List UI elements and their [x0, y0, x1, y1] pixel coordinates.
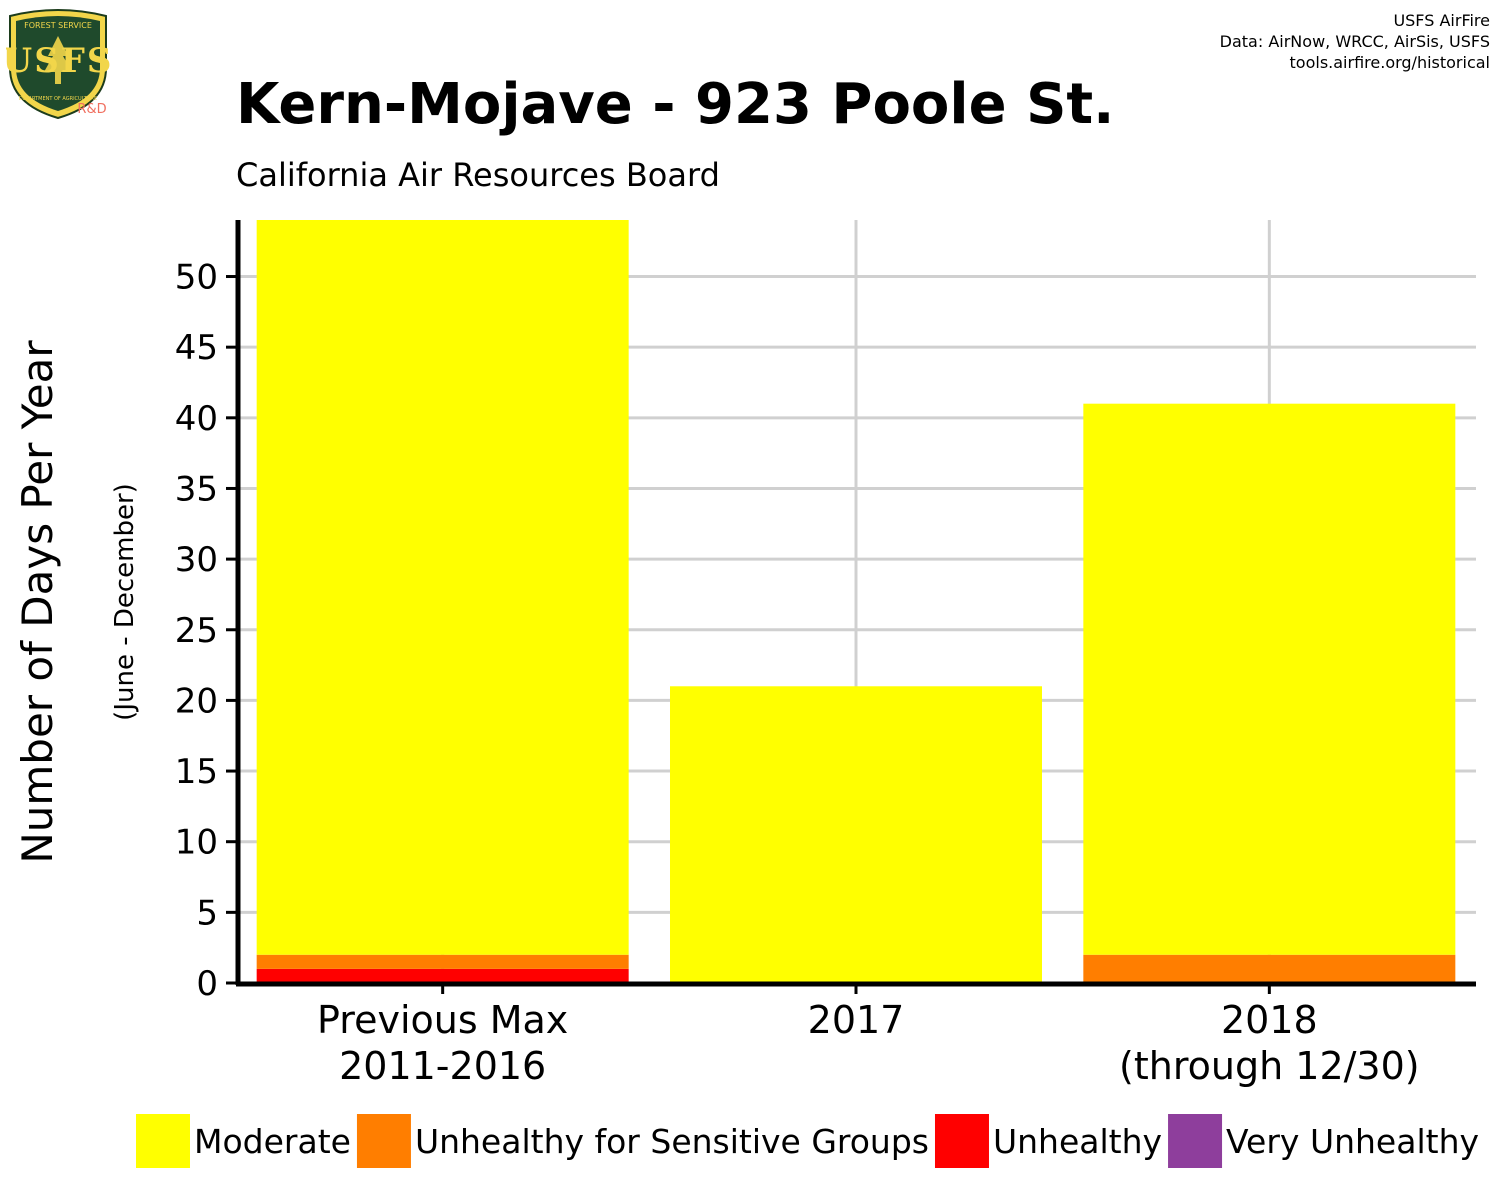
y-tick-label: 20: [175, 681, 218, 721]
credits: USFS AirFire Data: AirNow, WRCC, AirSis,…: [1220, 10, 1490, 73]
usfs-shield-logo: FOREST SERVICE USFS DEPARTMENT OF AGRICU…: [6, 9, 110, 120]
x-tick-label: 2011-2016: [339, 1044, 546, 1088]
legend-label-moderate: Moderate: [194, 1122, 351, 1161]
x-tick-label: Previous Max: [317, 998, 568, 1042]
x-tick-label: 2018: [1221, 998, 1318, 1042]
legend-label-unhealthy: Unhealthy: [993, 1122, 1162, 1161]
logo-badge: R&D: [77, 102, 106, 117]
y-axis-label: Number of Days Per Year: [13, 340, 62, 864]
bar-unhealthy: [256, 968, 629, 983]
bar-unhealthy-for-sensitive-groups: [256, 954, 629, 969]
legend-label-unhealthy-for-sensitive-groups: Unhealthy for Sensitive Groups: [415, 1122, 929, 1161]
chart-subtitle: California Air Resources Board: [236, 156, 720, 194]
bar-moderate: [256, 220, 629, 955]
y-tick-label: 30: [175, 540, 218, 580]
credit-line: USFS AirFire: [1393, 11, 1490, 30]
y-tick-label: 50: [175, 258, 218, 298]
legend-swatch-unhealthy-for-sensitive-groups: [356, 1114, 411, 1168]
bar-moderate: [1083, 403, 1456, 955]
y-tick-label: 25: [175, 611, 218, 651]
logo-top-text: FOREST SERVICE: [24, 21, 92, 30]
credit-line: Data: AirNow, WRCC, AirSis, USFS: [1219, 32, 1490, 51]
x-tick-label: 2017: [808, 998, 905, 1042]
y-tick-label: 15: [175, 752, 218, 792]
legend-swatch-unhealthy: [934, 1114, 989, 1168]
y-tick-label: 35: [175, 469, 218, 509]
legend-swatch-moderate: [136, 1114, 190, 1168]
logo-bottom-text: DEPARTMENT OF AGRICULTURE: [19, 96, 97, 102]
credit-line: tools.airfire.org/historical: [1289, 53, 1490, 72]
bar-moderate: [670, 686, 1042, 983]
y-tick-label: 5: [196, 893, 218, 933]
y-tick-label: 45: [175, 328, 218, 368]
y-tick-label: 10: [175, 823, 218, 863]
bar-unhealthy-for-sensitive-groups: [1083, 954, 1456, 983]
legend-swatch-very-unhealthy: [1168, 1114, 1223, 1168]
y-axis-sublabel: (June - December): [110, 483, 140, 721]
y-tick-label: 0: [196, 964, 218, 1004]
chart-title: Kern-Mojave - 923 Poole St.: [236, 72, 1115, 137]
x-tick-label: (through 12/30): [1119, 1044, 1420, 1088]
legend-label-very-unhealthy: Very Unhealthy: [1226, 1122, 1479, 1161]
y-tick-label: 40: [175, 399, 218, 439]
